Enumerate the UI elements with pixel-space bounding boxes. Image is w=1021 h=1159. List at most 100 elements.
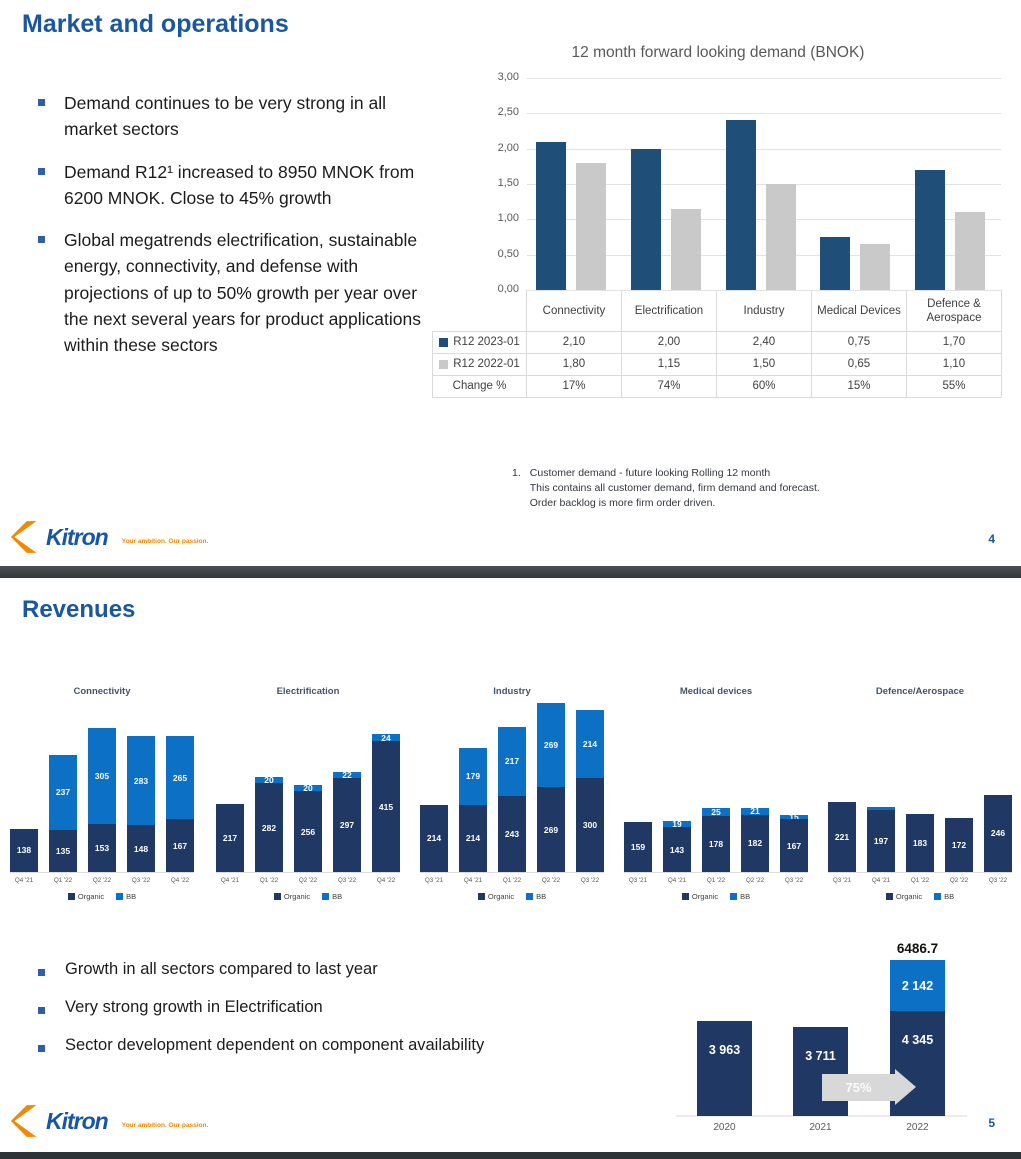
stacked-bar: 22 297 — [333, 771, 361, 872]
x-tick-label: Q2 '22 — [949, 877, 969, 884]
x-tick-label: Q1 '22 — [706, 877, 726, 884]
bullet-square-icon — [38, 1007, 45, 1014]
bar-value-label: 300 — [582, 819, 598, 830]
bullet-text: Very strong growth in Electrification — [65, 998, 323, 1016]
bar-value-label: 24 — [381, 732, 391, 743]
bar-segment-organic: 183 — [906, 814, 934, 872]
stacked-bar: 159 — [624, 821, 652, 872]
bar-value-label: 415 — [378, 801, 394, 812]
sector-charts-row: Connectivity 138 237 135 305 153 283 148 265 167 Q… — [2, 674, 1021, 924]
sector-chart-medical-devices: Medical devices 159 19 143 25 178 21 182 15 167 Q3… — [616, 674, 816, 901]
total-value-label: 6486.7 — [896, 941, 939, 956]
legend-swatch-icon — [116, 893, 124, 900]
legend-swatch-icon — [885, 893, 893, 900]
bar-segment-organic: 167 — [780, 819, 808, 872]
bar-segment-bb: 214 — [576, 710, 604, 778]
bar-segment-organic: 153 — [88, 823, 116, 872]
bar-segment-organic: 217 — [216, 803, 244, 872]
stacked-bar: 25 178 — [702, 808, 730, 872]
bar-value-label: 179 — [465, 771, 481, 782]
bar-value-label: 19 — [672, 818, 682, 829]
legend-swatch-icon — [730, 893, 738, 900]
table-value-cell: 0,65 — [812, 354, 907, 376]
legend-item: Organic — [273, 892, 310, 901]
legend-item: BB — [116, 892, 136, 901]
bar-segment-organic: 214 — [420, 804, 448, 872]
kitron-logo: Kitron Your ambition. Our passion. — [10, 1104, 208, 1138]
footnote-lines: Customer demand - future looking Rolling… — [530, 466, 820, 512]
x-tick-label: Q4 '21 — [667, 877, 687, 884]
bar-value-label: 153 — [94, 842, 110, 853]
stacked-bar: 305 153 — [88, 727, 116, 872]
bar-segment-bb: 19 — [663, 820, 691, 828]
bar-segment-bb: 15 — [780, 813, 808, 821]
kitron-logo-icon — [10, 1105, 37, 1137]
stacked-bar: 246 — [984, 794, 1012, 872]
annual-stacked-bar-2021: 3 711 — [793, 1026, 848, 1116]
x-tick-label: Q3 '22 — [988, 877, 1008, 884]
stacked-bar: 24 415 — [372, 733, 400, 872]
annual-stacked-bar-2020: 3 963 — [697, 1020, 752, 1116]
y-axis-label: 2,00 — [497, 141, 519, 154]
table-value-cell: 1,70 — [907, 332, 1002, 354]
stacked-bar: 19 143 — [663, 820, 691, 872]
x-tick-label: 2020 — [713, 1122, 736, 1133]
x-tick-label: Q2 '22 — [298, 877, 318, 884]
sector-chart-plot: 221 197 183 172 246 — [828, 700, 1012, 873]
x-tick-label: Q2 '22 — [92, 877, 112, 884]
bar-value-label: 4 345 — [901, 1033, 934, 1048]
legend-item: BB — [730, 892, 750, 901]
sector-chart-title: Industry — [493, 686, 531, 697]
bar-value-label: 20 — [264, 774, 274, 785]
stacked-bar: 237 135 — [49, 754, 77, 872]
bottom-border-bar — [0, 1152, 1021, 1159]
bar-value-label: 15 — [789, 811, 799, 822]
bullet-item: Demand continues to be very strong in al… — [38, 90, 438, 143]
bar-value-label: 214 — [465, 833, 481, 844]
bar-value-label: 269 — [543, 824, 559, 835]
bar-value-label: 3 711 — [805, 1048, 836, 1063]
sector-chart-plot: 159 19 143 25 178 21 182 15 167 — [624, 700, 808, 873]
page-number: 4 — [988, 532, 995, 546]
table-value-cell: 55% — [907, 376, 1002, 398]
y-axis-label: 3,00 — [497, 71, 519, 83]
table-value-cell: 2,00 — [622, 332, 717, 354]
bar-value-label: 178 — [708, 838, 724, 849]
sector-chart-x-axis: Q3 '21 Q4 '21 Q1 '22 Q2 '22 Q3 '22 — [420, 877, 604, 884]
sector-chart-title: Defence/Aerospace — [875, 686, 965, 697]
gridline — [527, 148, 1001, 150]
bar-value-label: 217 — [222, 832, 238, 843]
stacked-bar: 269 269 — [537, 702, 565, 872]
bar-segment-organic: 214 — [459, 804, 487, 872]
bar-segment-organic: 159 — [624, 821, 652, 872]
legend-swatch-icon — [477, 893, 485, 900]
bullet-text: Global megatrends electrification, susta… — [64, 230, 421, 355]
gridline — [527, 78, 1001, 79]
x-tick-label: Q1 '22 — [259, 877, 279, 884]
stacked-bar: 265 167 — [166, 735, 194, 872]
y-axis-label: 2,50 — [497, 106, 519, 119]
bar-value-label: 197 — [873, 835, 889, 846]
bar-segment-bb: 305 — [88, 727, 116, 824]
sector-chart-title: Medical devices — [679, 686, 753, 697]
stacked-bar: 283 148 — [127, 736, 155, 872]
kitron-logo: Kitron Your ambition. Our passion. — [10, 520, 208, 554]
bar-value-label: 148 — [133, 843, 149, 854]
bar-value-label: 246 — [990, 828, 1006, 838]
bar-value-label: 221 — [834, 831, 850, 842]
bar-segment-organic: 182 — [741, 814, 769, 872]
bar-segment-bb: 25 — [702, 808, 730, 816]
slide1-bullet-list: Demand continues to be very strong in al… — [38, 90, 438, 374]
legend-item: BB — [526, 892, 546, 901]
bar-value-label: 2 142 — [901, 978, 934, 993]
bar-segment-organic: 167 — [166, 819, 194, 872]
sector-chart-title: Connectivity — [73, 686, 131, 697]
x-tick-label: Q3 '22 — [131, 877, 151, 884]
legend-item: BB — [934, 892, 954, 901]
bullet-text: Demand R12¹ increased to 8950 MNOK from … — [64, 161, 415, 208]
bar-value-label: 265 — [172, 772, 188, 783]
bar-value-label: 135 — [55, 845, 71, 856]
legend-item: BB — [322, 892, 342, 901]
table-value-cell: 60% — [717, 376, 812, 398]
bar-segment-bb: 22 — [333, 771, 361, 779]
